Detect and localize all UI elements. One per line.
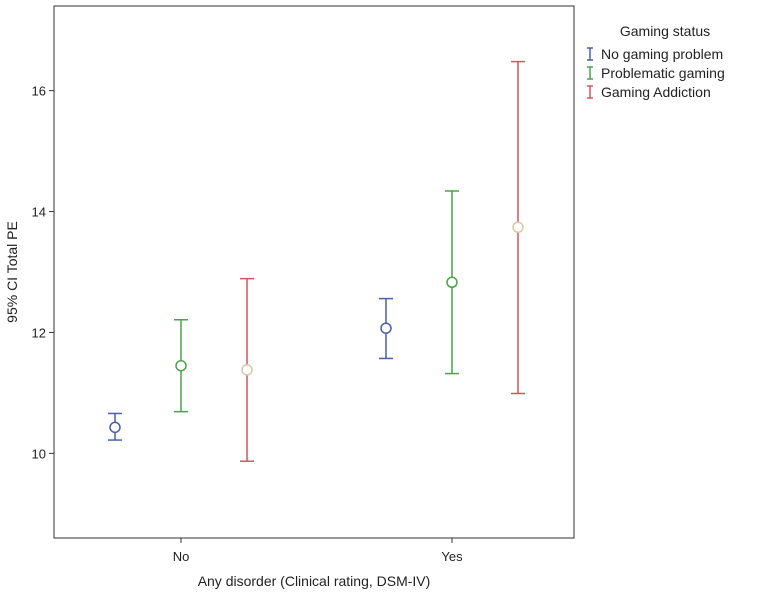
error-bar-0-yes xyxy=(379,297,393,360)
x-axis-title: Any disorder (Clinical rating, DSM-IV) xyxy=(198,573,431,589)
error-bar-2-yes xyxy=(511,60,525,395)
mean-marker xyxy=(175,359,187,372)
x-axis: No Yes xyxy=(173,538,463,564)
chart-marks xyxy=(108,60,525,462)
y-tick-label-16: 16 xyxy=(32,84,46,99)
mean-marker xyxy=(446,276,458,289)
y-tick-label-12: 12 xyxy=(32,325,46,340)
error-bar-1-yes xyxy=(445,190,459,375)
y-axis: 10 12 14 16 xyxy=(32,84,54,461)
error-bar-1-no xyxy=(174,319,188,413)
error-bar-0-no xyxy=(108,412,122,441)
legend-label: Problematic gaming xyxy=(601,65,725,81)
legend-label: No gaming problem xyxy=(601,46,723,62)
mean-marker xyxy=(512,221,524,234)
legend-item-2: Gaming Addiction xyxy=(587,84,711,100)
x-tick-label-no: No xyxy=(173,549,190,564)
legend-item-0: No gaming problem xyxy=(587,46,723,62)
mean-marker xyxy=(380,322,392,334)
legend-label: Gaming Addiction xyxy=(601,84,711,100)
mean-marker xyxy=(241,364,253,376)
legend: Gaming status No gaming problem Problemat… xyxy=(587,23,725,100)
legend-title: Gaming status xyxy=(620,23,710,39)
plot-area xyxy=(53,5,575,539)
mean-marker xyxy=(109,421,121,434)
error-bar-2-no xyxy=(240,277,254,462)
legend-item-1: Problematic gaming xyxy=(587,65,725,81)
x-tick-label-yes: Yes xyxy=(441,549,463,564)
y-axis-title: 95% CI Total PE xyxy=(4,221,20,323)
y-tick-label-14: 14 xyxy=(32,205,46,220)
y-tick-label-10: 10 xyxy=(32,446,46,461)
